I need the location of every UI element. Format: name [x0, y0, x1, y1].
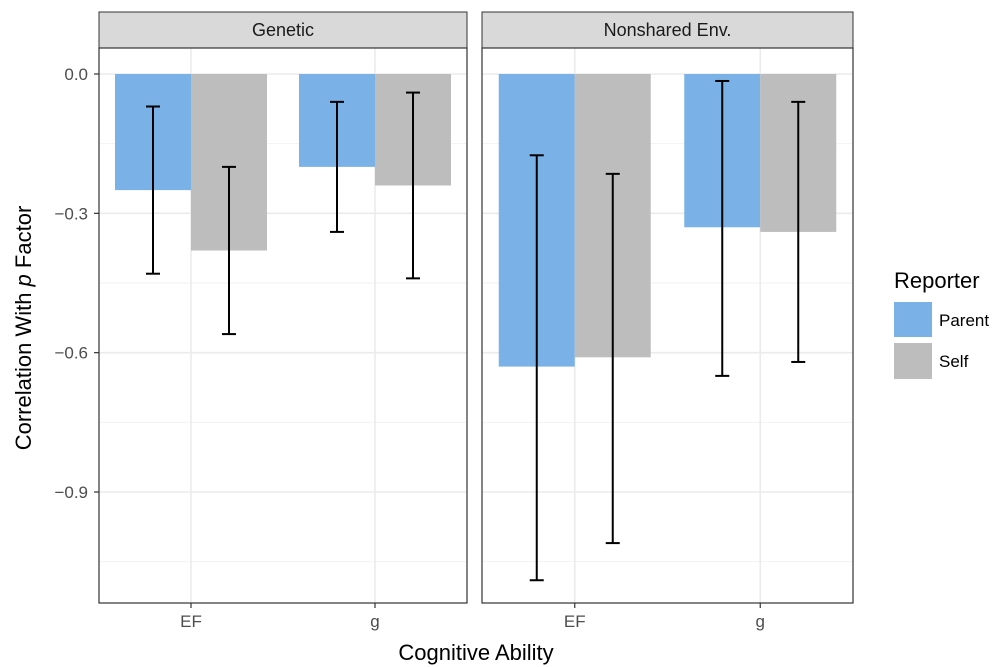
facet-panel: Nonshared Env. EF g	[481, 11, 854, 631]
facet-strip	[98, 11, 468, 49]
y-axis-title-italic: p	[11, 274, 36, 287]
y-axis: 0.0 −0.3 −0.6 −0.9	[54, 65, 99, 502]
y-axis-title-prefix: Correlation With	[11, 286, 36, 450]
y-axis-title-suffix: Factor	[11, 206, 36, 274]
legend-key-self	[894, 343, 932, 379]
legend-label-parent: Parent	[939, 311, 989, 330]
panel-border	[481, 47, 854, 604]
facet-strip-label: Genetic	[252, 20, 314, 40]
panel-border	[98, 47, 468, 604]
panels-layer: Genetic EF g Nonshared Env. EF g	[98, 11, 854, 631]
x-tick-label: EF	[564, 612, 586, 631]
x-axis-title: Cognitive Ability	[398, 640, 553, 665]
facet-strip	[481, 11, 854, 49]
y-tick-label: −0.3	[54, 204, 88, 223]
x-tick-label: g	[756, 612, 765, 631]
legend: Reporter Parent Self	[894, 268, 989, 379]
legend-title: Reporter	[894, 268, 980, 293]
legend-key-parent	[894, 302, 932, 337]
x-tick-label: g	[370, 612, 379, 631]
y-axis-title: Correlation With p Factor	[11, 206, 36, 451]
y-tick-label: −0.6	[54, 344, 88, 363]
facet-panel: Genetic EF g	[98, 11, 468, 631]
facet-strip-label: Nonshared Env.	[604, 20, 732, 40]
x-tick-label: EF	[180, 612, 202, 631]
y-tick-label: −0.9	[54, 483, 88, 502]
legend-label-self: Self	[939, 352, 969, 371]
y-tick-label: 0.0	[64, 65, 88, 84]
